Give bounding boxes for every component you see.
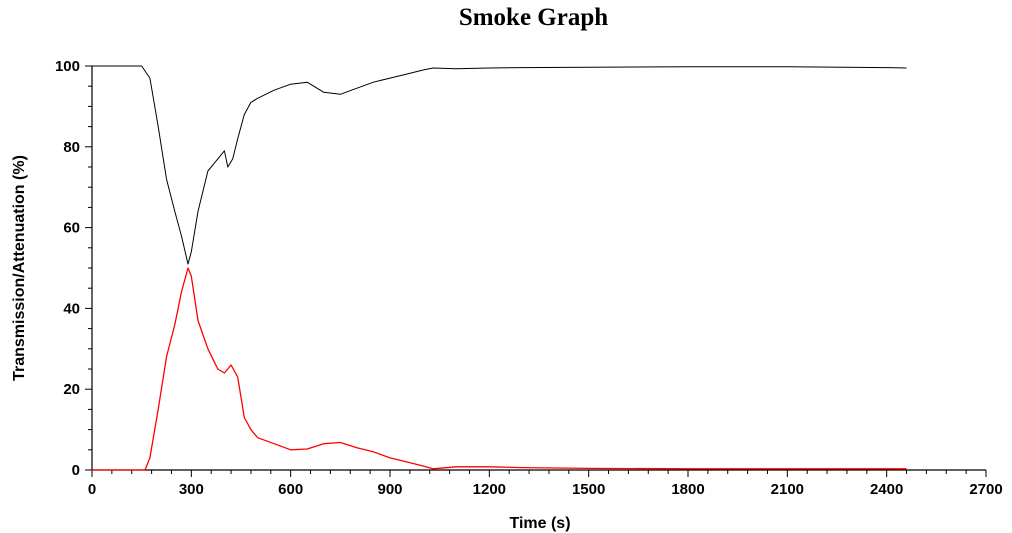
y-tick-label: 40 [63,300,80,317]
x-tick-label: 300 [179,481,204,498]
series-line-1 [92,267,907,471]
x-tick-label: 1500 [572,481,605,498]
x-tick-label: 0 [88,481,96,498]
y-tick-label: 80 [63,139,80,156]
x-tick-label: 2100 [771,481,804,498]
x-tick-label: 900 [377,481,402,498]
x-axis-title: Time (s) [509,515,570,532]
x-tick-label: 2700 [969,481,1002,498]
x-tick-label: 2400 [870,481,903,498]
y-tick-label: 0 [72,462,80,479]
y-axis-title: Transmission/Attenuation (%) [11,155,28,381]
x-tick-label: 1800 [671,481,704,498]
axes: 0 300 600 900 1200 1500 1800 2100 2400 2700 0 20 40 6… [55,58,1003,498]
y-tick-label: 100 [55,58,80,75]
x-tick-label: 1200 [473,481,506,498]
x-tick-label: 600 [278,481,303,498]
series-layer [92,65,907,471]
chart-title: Smoke Graph [458,4,609,31]
series-line-0 [92,65,907,265]
y-tick-label: 60 [63,220,80,237]
y-tick-label: 20 [63,381,80,398]
